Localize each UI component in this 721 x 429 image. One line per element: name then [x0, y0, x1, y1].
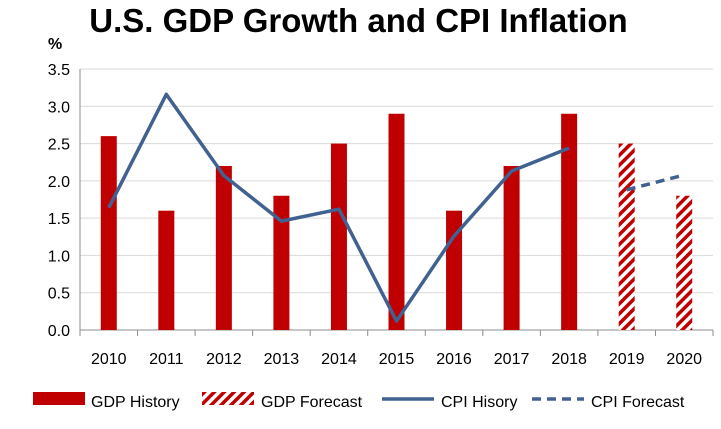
- x-tick-label: 2016: [436, 351, 472, 368]
- y-tick-label: 1.0: [48, 248, 70, 265]
- lines: [107, 92, 685, 323]
- x-tick-label: 2017: [494, 351, 530, 368]
- x-tick-label: 2015: [379, 351, 415, 368]
- tick-labels: 0.0 0.5 1.0 1.5 2.0 2.5 3.0 3.5% 2010 2011 2012 201…: [48, 36, 702, 368]
- gdp-history-bar: [215, 165, 232, 330]
- y-tick-label: 3.5: [48, 62, 70, 79]
- x-tick-label: 2010: [91, 351, 127, 368]
- bars: [100, 113, 693, 330]
- cpi-forecast-line: [626, 173, 685, 192]
- y-tick-label: 0.5: [48, 286, 70, 303]
- gdp-forecast-bar: [676, 195, 693, 330]
- y-tick-label: 2.0: [48, 174, 70, 191]
- legend-gdp-forecast-swatch: [202, 392, 254, 405]
- x-tick-label: 2020: [666, 351, 702, 368]
- legend: GDP History GDP Forecast CPI Hisory CPI For…: [33, 392, 685, 411]
- cpi-history-line: [107, 92, 570, 323]
- x-tick-label: 2014: [321, 351, 357, 368]
- legend-label: CPI Hisory: [441, 394, 517, 411]
- gdp-history-bar: [503, 165, 520, 330]
- y-axis-unit-label: %: [48, 36, 62, 53]
- y-tick-label: 1.5: [48, 211, 70, 228]
- y-tick-label: 3.0: [48, 99, 70, 116]
- x-tick-label: 2011: [149, 351, 184, 368]
- gdp-forecast-bar: [618, 143, 635, 330]
- y-tick-label: 2.5: [48, 137, 70, 154]
- gdp-history-bar: [158, 210, 175, 330]
- legend-gdp-history-swatch: [33, 392, 85, 405]
- x-tick-label: 2012: [206, 351, 242, 368]
- x-tick-label: 2018: [551, 351, 587, 368]
- x-tick-label: 2019: [609, 351, 645, 368]
- gdp-history-bar: [561, 113, 578, 330]
- legend-label: GDP Forecast: [261, 394, 363, 411]
- legend-label: CPI Forecast: [591, 394, 685, 411]
- gdp-history-bar: [273, 195, 290, 330]
- legend-label: GDP History: [91, 394, 180, 411]
- y-tick-label: 0.0: [48, 323, 70, 340]
- gdp-history-bar: [330, 143, 347, 330]
- gdp-history-bar: [388, 113, 405, 330]
- chart-title: U.S. GDP Growth and CPI Inflation: [89, 2, 628, 39]
- x-tick-label: 2013: [264, 351, 300, 368]
- gdp-history-bar: [100, 136, 117, 330]
